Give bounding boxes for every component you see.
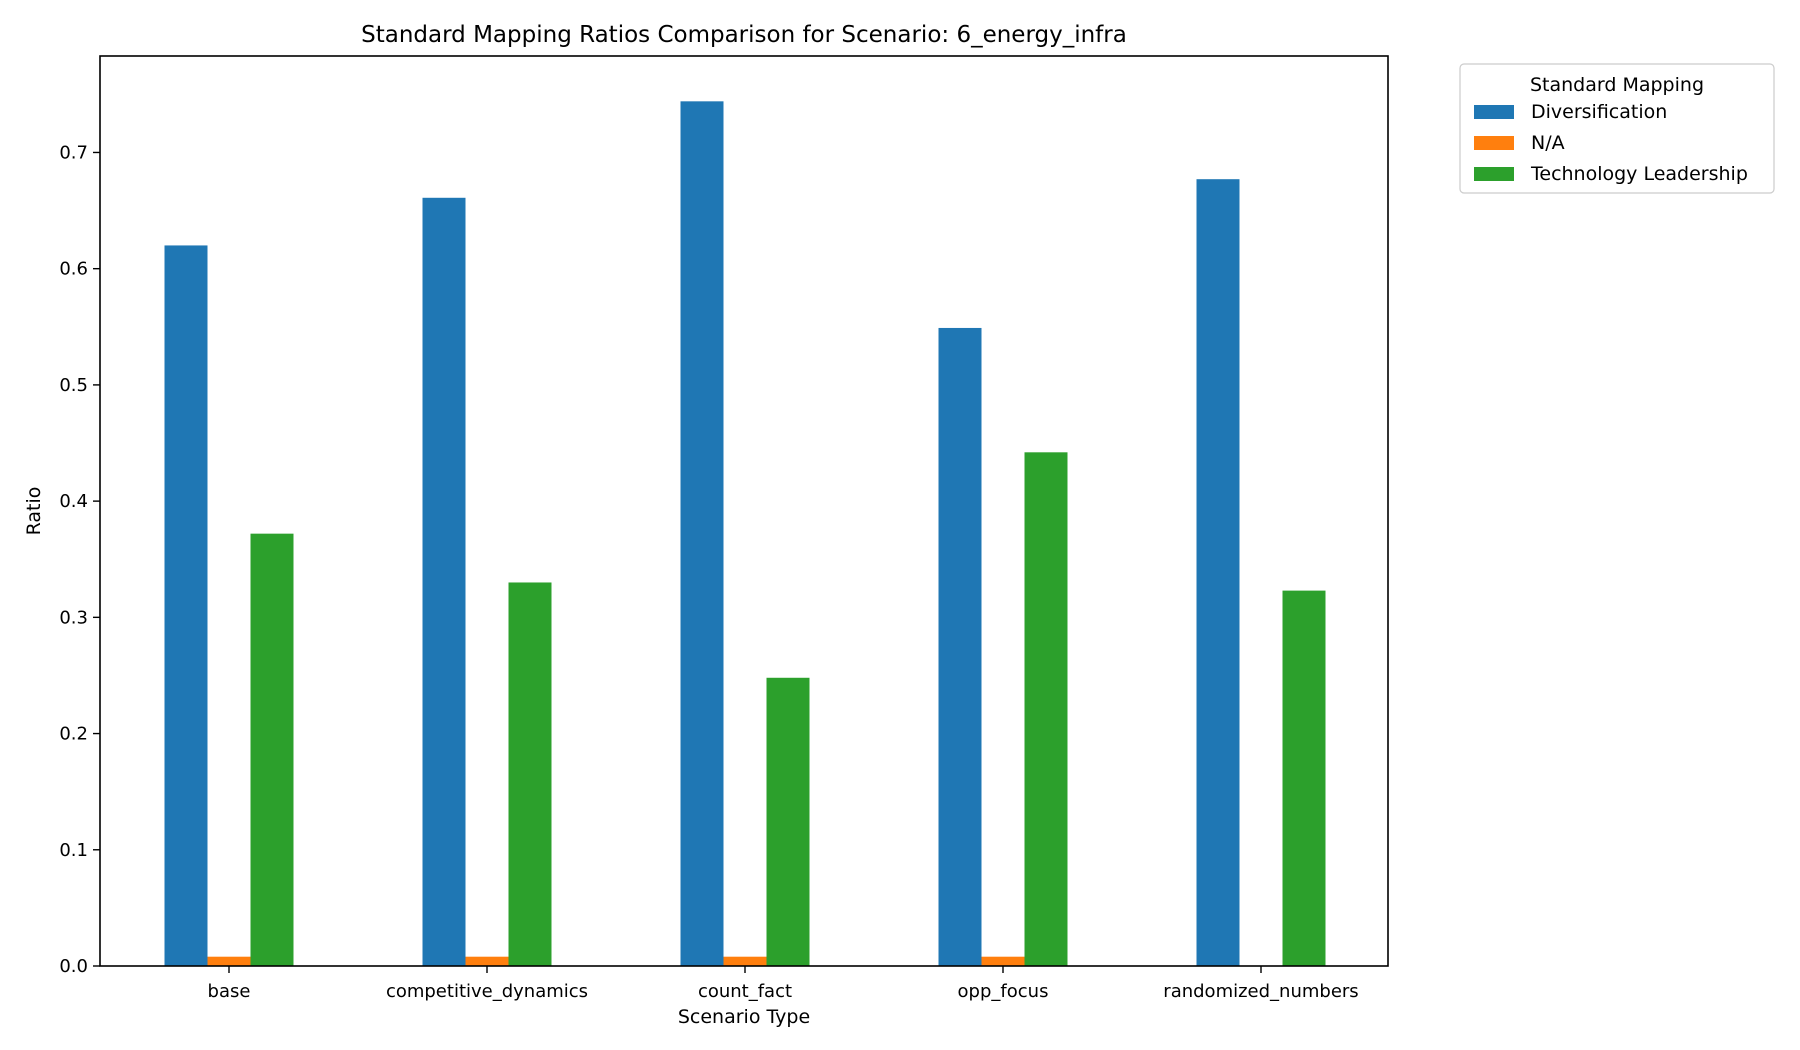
bar-diversification-opp-focus [938, 327, 982, 967]
y-tick-label: 0.4 [59, 491, 88, 512]
bar-diversification-count-fact [680, 101, 724, 966]
bar-technology-leadership-randomized-numbers [1282, 590, 1326, 966]
x-tick-label: count_fact [698, 981, 792, 1002]
legend-label: Technology Leadership [1530, 163, 1748, 185]
y-tick-label: 0.0 [59, 956, 88, 977]
legend-label: N/A [1531, 132, 1565, 154]
x-axis: base competitive_dynamics count_fact opp_fo… [208, 966, 1359, 1002]
y-tick-label: 0.6 [59, 259, 88, 280]
bar-technology-leadership-count-fact [766, 677, 810, 966]
bar-technology-leadership-base [250, 533, 294, 966]
bars-group [164, 101, 1326, 967]
legend-swatch [1474, 136, 1514, 150]
y-tick-label: 0.2 [59, 724, 88, 745]
x-tick-label: competitive_dynamics [386, 981, 588, 1002]
x-axis-label: Scenario Type [678, 1006, 810, 1028]
bar-diversification-randomized-numbers [1196, 179, 1240, 966]
bar-n-a-base [207, 956, 251, 966]
legend-box [1459, 63, 1775, 194]
y-axis-label: Ratio [23, 487, 45, 536]
y-axis: 0.0 0.1 0.2 0.3 0.4 0.5 0.6 0.7 [59, 142, 100, 977]
bar-technology-leadership-opp-focus [1024, 452, 1068, 966]
bar-n-a-competitive-dynamics [465, 956, 509, 966]
chart-title: Standard Mapping Ratios Comparison for S… [361, 22, 1127, 48]
bar-diversification-competitive-dynamics [422, 197, 466, 967]
bar-diversification-base [164, 245, 208, 967]
plot-frame [99, 55, 1389, 967]
legend-swatch [1474, 105, 1514, 119]
x-tick-label: base [208, 981, 251, 1002]
bar-technology-leadership-competitive-dynamics [508, 582, 552, 966]
bar-n-a-opp-focus [981, 956, 1025, 966]
bar-n-a-count-fact [723, 956, 767, 966]
x-tick-label: opp_focus [958, 981, 1049, 1002]
y-tick-label: 0.3 [59, 607, 88, 628]
y-tick-label: 0.5 [59, 375, 88, 396]
legend: Standard Mapping Diversification N/A Techn… [1459, 63, 1775, 194]
y-tick-label: 0.1 [59, 840, 88, 861]
legend-title: Standard Mapping [1530, 74, 1704, 96]
x-tick-label: randomized_numbers [1163, 981, 1358, 1002]
y-tick-label: 0.7 [59, 142, 88, 163]
legend-label: Diversification [1531, 101, 1667, 123]
legend-swatch [1474, 167, 1514, 181]
